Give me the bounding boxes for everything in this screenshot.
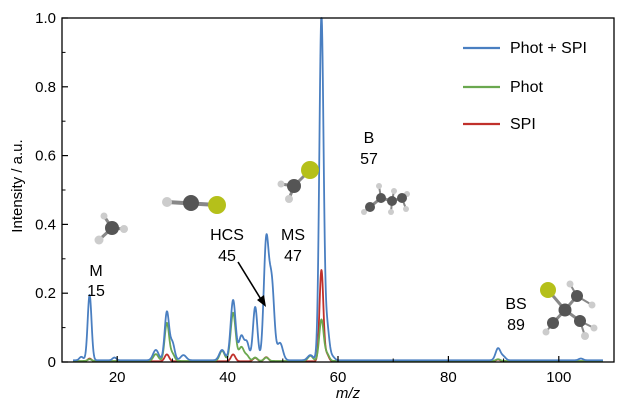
x-tick-label: 80	[440, 369, 457, 386]
annotation-label: HCS	[210, 227, 244, 244]
annotation-label: MS	[281, 227, 305, 244]
hcs-arrow	[237, 261, 266, 307]
annotation-label: B	[364, 130, 375, 147]
annotation-label: BS	[505, 296, 526, 313]
annotation-b: B 57	[360, 130, 378, 168]
legend-label-phot: Phot	[510, 79, 543, 96]
y-tick-label: 1.0	[35, 10, 56, 27]
bs-molecule-icon	[540, 280, 598, 340]
x-axis-label: m/z	[336, 385, 361, 402]
plot-frame	[61, 17, 615, 363]
annotation-value: 57	[360, 151, 378, 168]
annotation-bs: BS 89	[505, 296, 526, 334]
y-tick-label: 0.6	[35, 148, 56, 165]
axes-layer	[61, 17, 615, 363]
x-tick-label: 40	[219, 369, 236, 386]
series-line-2	[72, 269, 604, 363]
legend-label-phot-spi: Phot + SPI	[510, 40, 587, 57]
x-tick-label: 60	[330, 369, 347, 386]
y-tick-label: 0.4	[35, 216, 56, 233]
hcs-molecule-icon	[162, 195, 226, 214]
annotation-label: M	[89, 263, 102, 280]
annotation-ms: MS 47	[281, 227, 305, 265]
annotation-value: 47	[284, 248, 302, 265]
annotation-value: 45	[218, 248, 236, 265]
annotation-m: M 15	[87, 263, 105, 300]
y-tick-label: 0.8	[35, 79, 56, 96]
annotation-value: 89	[507, 317, 525, 334]
legend-label-spi: SPI	[510, 116, 536, 133]
y-tick-label: 0.2	[35, 285, 56, 302]
legend: Phot + SPI Phot SPI	[463, 40, 587, 133]
y-tick-label: 0	[48, 354, 56, 371]
ms-molecule-icon	[277, 161, 319, 203]
annotation-hcs: HCS 45	[210, 227, 244, 265]
annotation-value: 15	[87, 283, 105, 300]
ticks-layer: 20 40 60 80 100 0 0.2 0.4 0.6 0.8 1.0	[35, 10, 571, 386]
butyl-molecule-icon	[361, 183, 410, 215]
y-axis-label: Intensity / a.u.	[9, 139, 26, 232]
methyl-molecule-icon	[94, 212, 128, 245]
x-tick-label: 100	[546, 369, 571, 386]
x-tick-label: 20	[109, 369, 126, 386]
